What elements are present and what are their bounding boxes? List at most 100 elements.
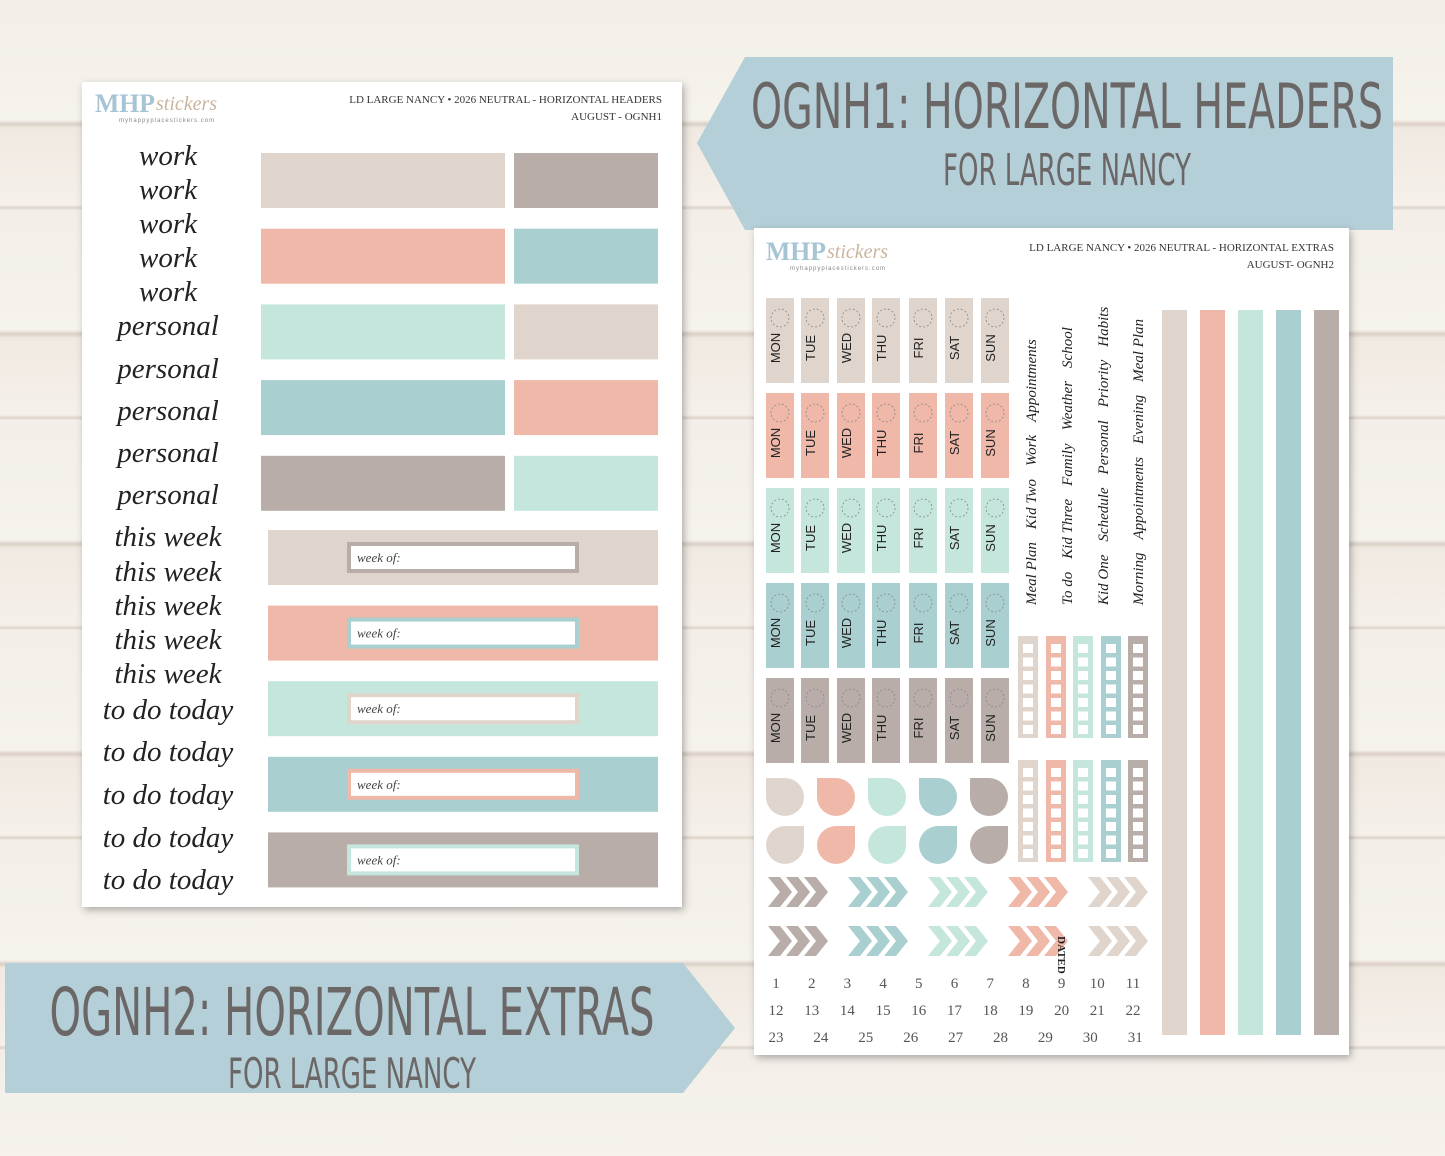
date-number: 9 <box>1058 976 1066 992</box>
day-label: TUE <box>803 525 818 551</box>
logo-brand: MHP <box>95 89 155 118</box>
checkbox <box>1106 711 1116 721</box>
header-bar <box>261 153 505 208</box>
day-tab <box>872 488 900 573</box>
label-word: School <box>1060 327 1076 368</box>
day-circle <box>805 308 825 328</box>
checkbox <box>1078 849 1088 858</box>
day-tab <box>909 488 937 573</box>
day-tab <box>872 298 900 383</box>
checkbox <box>1133 822 1143 831</box>
checkbox <box>1078 644 1088 653</box>
drop-icon <box>766 826 804 864</box>
chevron <box>786 926 810 956</box>
day-circle <box>770 593 790 613</box>
day-label: SAT <box>947 336 962 360</box>
day-label: THU <box>874 715 889 742</box>
checkbox <box>1133 768 1143 777</box>
vertical-strip <box>1276 310 1301 1035</box>
header-bar <box>514 380 658 436</box>
week-label: week of: <box>357 852 401 867</box>
sticker-word: personal <box>115 353 219 385</box>
chevron <box>884 877 908 907</box>
day-tab <box>909 393 937 478</box>
chevron <box>964 926 988 956</box>
checkbox <box>1133 698 1143 707</box>
day-tab <box>837 488 865 573</box>
checkbox <box>1023 781 1033 791</box>
checkbox <box>1106 644 1116 653</box>
day-label: SAT <box>947 621 962 645</box>
date-number: 26 <box>903 1030 919 1046</box>
chevron <box>928 926 952 956</box>
week-label: week of: <box>357 550 401 565</box>
label-word: Priority <box>1096 359 1112 408</box>
date-number: 14 <box>840 1003 856 1019</box>
day-circle <box>841 593 861 613</box>
sticker-word: work <box>139 242 198 274</box>
drop-icon <box>868 778 906 816</box>
drop-icon <box>970 826 1008 864</box>
banner-shape <box>5 963 735 1093</box>
day-circle <box>913 688 933 708</box>
checkbox <box>1133 835 1143 845</box>
label-word: Morning <box>1131 552 1147 606</box>
checkbox <box>1106 657 1116 667</box>
checkbox <box>1078 671 1088 680</box>
day-circle <box>805 593 825 613</box>
day-label: FRI <box>911 623 926 644</box>
chevron <box>1124 877 1148 907</box>
drop-icon <box>919 778 957 816</box>
day-tab <box>981 298 1009 383</box>
checkbox <box>1023 644 1033 653</box>
checkbox <box>1133 671 1143 680</box>
day-circle <box>876 688 896 708</box>
checkbox <box>1051 795 1061 804</box>
checkbox <box>1051 698 1061 707</box>
day-circle <box>770 308 790 328</box>
sticker-word: work <box>139 276 198 308</box>
date-number: 22 <box>1126 1003 1141 1019</box>
day-label: SAT <box>947 716 962 740</box>
checkbox <box>1023 795 1033 804</box>
chevron <box>768 926 792 956</box>
day-label: MON <box>768 333 783 363</box>
checkbox <box>1133 849 1143 858</box>
day-circle <box>841 688 861 708</box>
day-tab <box>981 678 1009 763</box>
checkbox <box>1023 711 1033 721</box>
banner-shape <box>697 57 1393 230</box>
week-box <box>347 768 579 800</box>
day-label: THU <box>874 620 889 647</box>
sheet-header: LD LARGE NANCY • 2026 NEUTRAL - HORIZONT… <box>349 94 662 106</box>
date-number: 1 <box>772 976 780 992</box>
sticker-word: personal <box>115 310 219 342</box>
date-number: 17 <box>947 1003 963 1019</box>
week-box <box>347 542 579 573</box>
checkbox <box>1051 808 1061 818</box>
checkbox <box>1106 781 1116 791</box>
day-circle <box>770 498 790 518</box>
label-word: Weather <box>1060 381 1076 431</box>
day-tab <box>766 298 794 383</box>
date-number: 8 <box>1022 976 1030 992</box>
checkbox <box>1051 671 1061 680</box>
day-circle <box>985 498 1005 518</box>
day-circle <box>949 593 969 613</box>
checkbox <box>1051 835 1061 845</box>
label-word: Appointments <box>1024 339 1040 423</box>
header-bar <box>261 455 505 511</box>
week-box <box>347 693 579 725</box>
day-circle <box>949 403 969 423</box>
checkbox <box>1133 684 1143 694</box>
label-word: Kid Three <box>1060 499 1076 560</box>
sticker-word: work <box>139 140 198 172</box>
day-label: TUE <box>803 620 818 646</box>
date-number: 4 <box>879 976 887 992</box>
day-tab <box>909 298 937 383</box>
day-label: WED <box>839 523 854 553</box>
chevron <box>1044 877 1068 907</box>
day-circle <box>805 498 825 518</box>
day-label: SUN <box>983 714 998 741</box>
drop-icon <box>970 778 1008 816</box>
